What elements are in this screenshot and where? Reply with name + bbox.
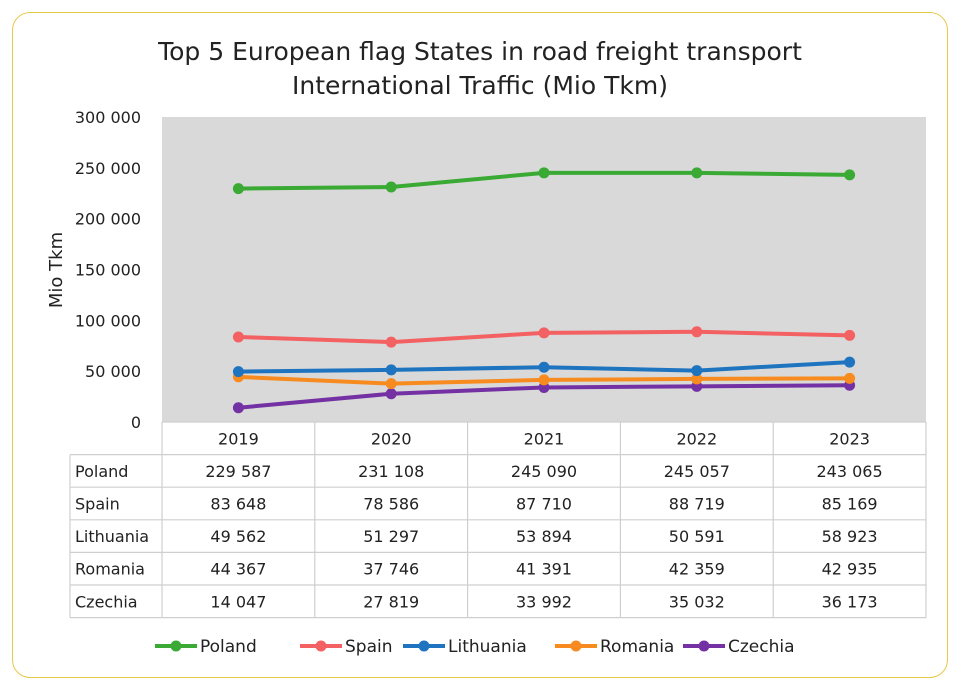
y-tick-label: 200 000	[75, 210, 141, 229]
table-row-header: Lithuania	[75, 527, 149, 546]
x-category-label: 2021	[524, 429, 565, 448]
legend-marker-romania	[570, 640, 582, 652]
data-point-czechia	[232, 402, 244, 414]
table-cell: 42 359	[669, 560, 725, 579]
table-cell: 33 992	[516, 592, 572, 611]
y-tick-label: 250 000	[75, 159, 141, 178]
table-row-header: Poland	[75, 462, 128, 481]
table-cell: 245 090	[511, 462, 577, 481]
data-point-spain	[844, 329, 856, 341]
data-point-poland	[691, 167, 703, 179]
table-cell: 58 923	[822, 527, 878, 546]
data-point-romania	[844, 372, 856, 384]
table-cell: 44 367	[210, 560, 266, 579]
legend-marker-lithuania	[418, 640, 430, 652]
table-row-header: Romania	[75, 560, 145, 579]
legend-label: Poland	[200, 637, 257, 657]
legend-marker-spain	[315, 640, 327, 652]
data-point-poland	[385, 181, 397, 193]
chart-card	[12, 12, 948, 678]
data-point-czechia	[538, 381, 550, 393]
table-cell: 83 648	[210, 495, 266, 514]
table-cell: 27 819	[363, 592, 419, 611]
data-point-lithuania	[385, 364, 397, 376]
data-point-spain	[232, 331, 244, 343]
data-point-lithuania	[232, 366, 244, 378]
data-point-lithuania	[844, 356, 856, 368]
data-point-lithuania	[691, 365, 703, 377]
data-point-spain	[538, 327, 550, 339]
table-cell: 85 169	[822, 495, 878, 514]
legend-label: Romania	[600, 637, 674, 657]
data-point-spain	[385, 336, 397, 348]
data-point-czechia	[385, 388, 397, 400]
legend-marker-poland	[170, 640, 182, 652]
table-cell: 245 057	[664, 462, 730, 481]
legend-label: Czechia	[728, 637, 795, 657]
data-point-romania	[385, 378, 397, 390]
y-axis-label: Mio Tkm	[46, 232, 67, 308]
y-tick-label: 0	[131, 413, 141, 432]
y-tick-label: 150 000	[75, 261, 141, 280]
table-cell: 41 391	[516, 560, 572, 579]
x-category-label: 2020	[371, 429, 412, 448]
data-point-lithuania	[538, 361, 550, 373]
table-cell: 35 032	[669, 592, 725, 611]
table-cell: 243 065	[817, 462, 883, 481]
data-point-spain	[691, 326, 703, 338]
data-point-romania	[691, 373, 703, 385]
x-category-label: 2019	[218, 429, 259, 448]
x-category-label: 2022	[676, 429, 717, 448]
data-point-poland	[232, 183, 244, 195]
table-cell: 42 935	[822, 560, 878, 579]
chart-title-line: International Traffic (Mio Tkm)	[292, 71, 668, 100]
table-cell: 88 719	[669, 495, 725, 514]
table-cell: 87 710	[516, 495, 572, 514]
data-point-poland	[844, 169, 856, 181]
legend-label: Lithuania	[448, 637, 527, 657]
table-row-header: Spain	[75, 495, 120, 514]
table-cell: 50 591	[669, 527, 725, 546]
y-tick-label: 50 000	[85, 362, 141, 381]
table-cell: 78 586	[363, 495, 419, 514]
data-point-romania	[538, 374, 550, 386]
table-cell: 231 108	[358, 462, 424, 481]
y-tick-label: 300 000	[75, 108, 141, 127]
data-point-poland	[538, 167, 550, 179]
table-cell: 37 746	[363, 560, 419, 579]
y-tick-label: 100 000	[75, 311, 141, 330]
chart-title-line: Top 5 European flag States in road freig…	[157, 37, 802, 66]
table-cell: 53 894	[516, 527, 572, 546]
table-cell: 36 173	[822, 592, 878, 611]
legend-marker-czechia	[698, 640, 710, 652]
table-cell: 51 297	[363, 527, 419, 546]
table-row-header: Czechia	[75, 592, 138, 611]
x-category-label: 2023	[829, 429, 870, 448]
table-cell: 229 587	[205, 462, 271, 481]
table-cell: 14 047	[210, 592, 266, 611]
table-cell: 49 562	[210, 527, 266, 546]
legend-label: Spain	[345, 637, 393, 657]
